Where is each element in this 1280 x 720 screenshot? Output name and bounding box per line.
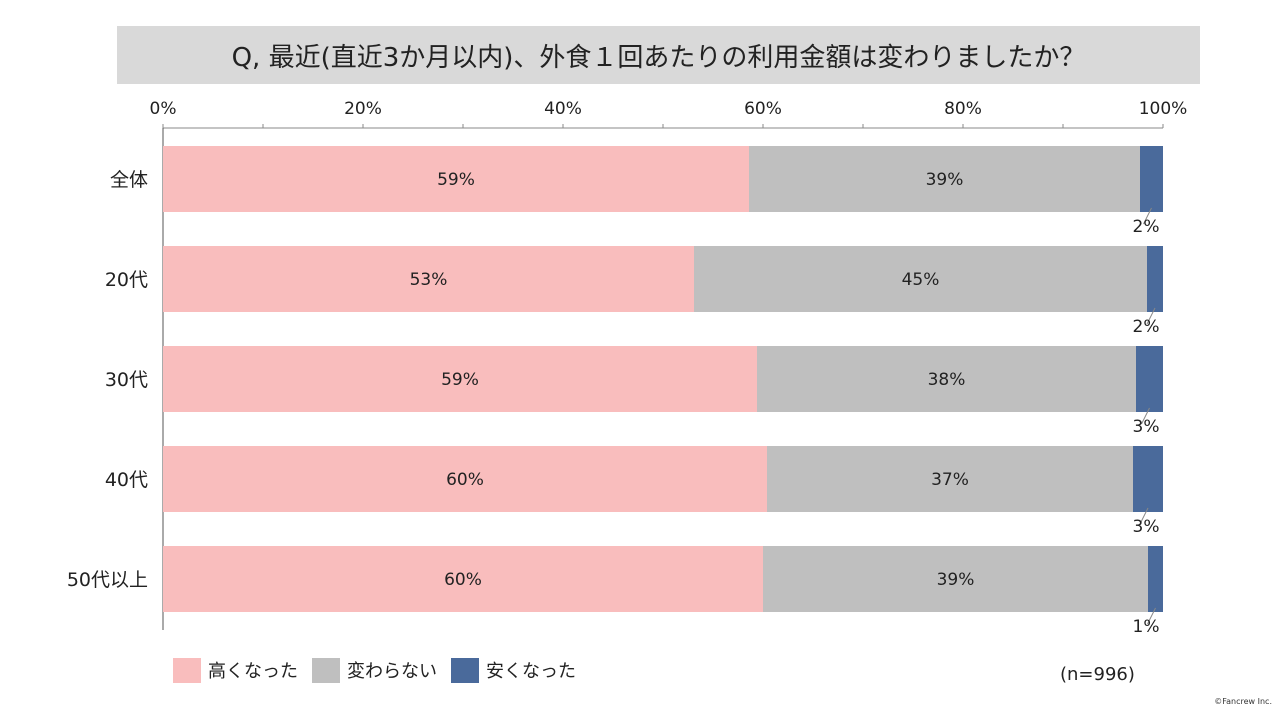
category-label: 30代 [105,369,148,391]
data-label-leader [1147,607,1156,625]
bar-segment [163,246,694,312]
bar-segment [763,546,1148,612]
bar-segment [163,146,749,212]
data-label: 39% [937,570,975,590]
legend-label-cheaper: 安くなった [486,661,576,682]
bar-segment [163,546,763,612]
category-label: 全体 [110,169,148,191]
data-label: 59% [441,370,479,390]
x-tick-label: 60% [744,99,782,119]
bar-segment [1136,346,1163,412]
bar-segment [1140,146,1163,212]
legend: 高くなった 変わらない 安くなった [173,657,590,683]
category-label: 50代以上 [67,569,148,591]
data-label: 38% [928,370,966,390]
bar-segment [1133,446,1163,512]
data-label-leader [1139,507,1149,525]
data-label-leader [1141,407,1150,425]
bar-segment [757,346,1136,412]
data-label: 2% [1133,217,1160,237]
data-label: 3% [1133,417,1160,437]
sample-size: (n=996) [1060,664,1135,685]
bar-segment [1147,246,1163,312]
data-label: 59% [437,170,475,190]
legend-swatch-cheaper [451,657,479,683]
legend-swatch-unchanged [312,657,340,683]
data-label: 3% [1133,517,1160,537]
data-label: 45% [902,270,940,290]
legend-item-unchanged: 変わらない [312,657,437,683]
data-label: 60% [444,570,482,590]
legend-label-unchanged: 変わらない [347,661,437,682]
legend-label-higher: 高くなった [208,661,298,682]
bar-segment [767,446,1133,512]
legend-swatch-higher [173,657,201,683]
x-tick-label: 20% [344,99,382,119]
data-label: 60% [446,470,484,490]
data-label: 39% [926,170,964,190]
category-label: 40代 [105,469,148,491]
bar-segment [1148,546,1163,612]
x-tick-label: 40% [544,99,582,119]
category-label: 20代 [105,269,148,291]
x-tick-label: 0% [150,99,177,119]
chart-title: Q, 最近(直近3か月以内)、外食１回あたりの利用金額は変わりましたか？ [117,26,1200,84]
bar-segment [163,346,757,412]
data-label: 1% [1133,617,1160,637]
bar-segment [749,146,1140,212]
data-label: 2% [1133,317,1160,337]
copyright: ©Fancrew Inc. [1214,697,1272,706]
legend-item-higher: 高くなった [173,657,298,683]
bar-segment [163,446,767,512]
data-label: 37% [931,470,969,490]
data-label: 53% [410,270,448,290]
legend-item-cheaper: 安くなった [451,657,576,683]
x-tick-label: 100% [1139,99,1188,119]
data-label-leader [1143,207,1152,225]
bar-segment [694,246,1147,312]
x-tick-label: 80% [944,99,982,119]
data-label-leader [1146,307,1156,325]
